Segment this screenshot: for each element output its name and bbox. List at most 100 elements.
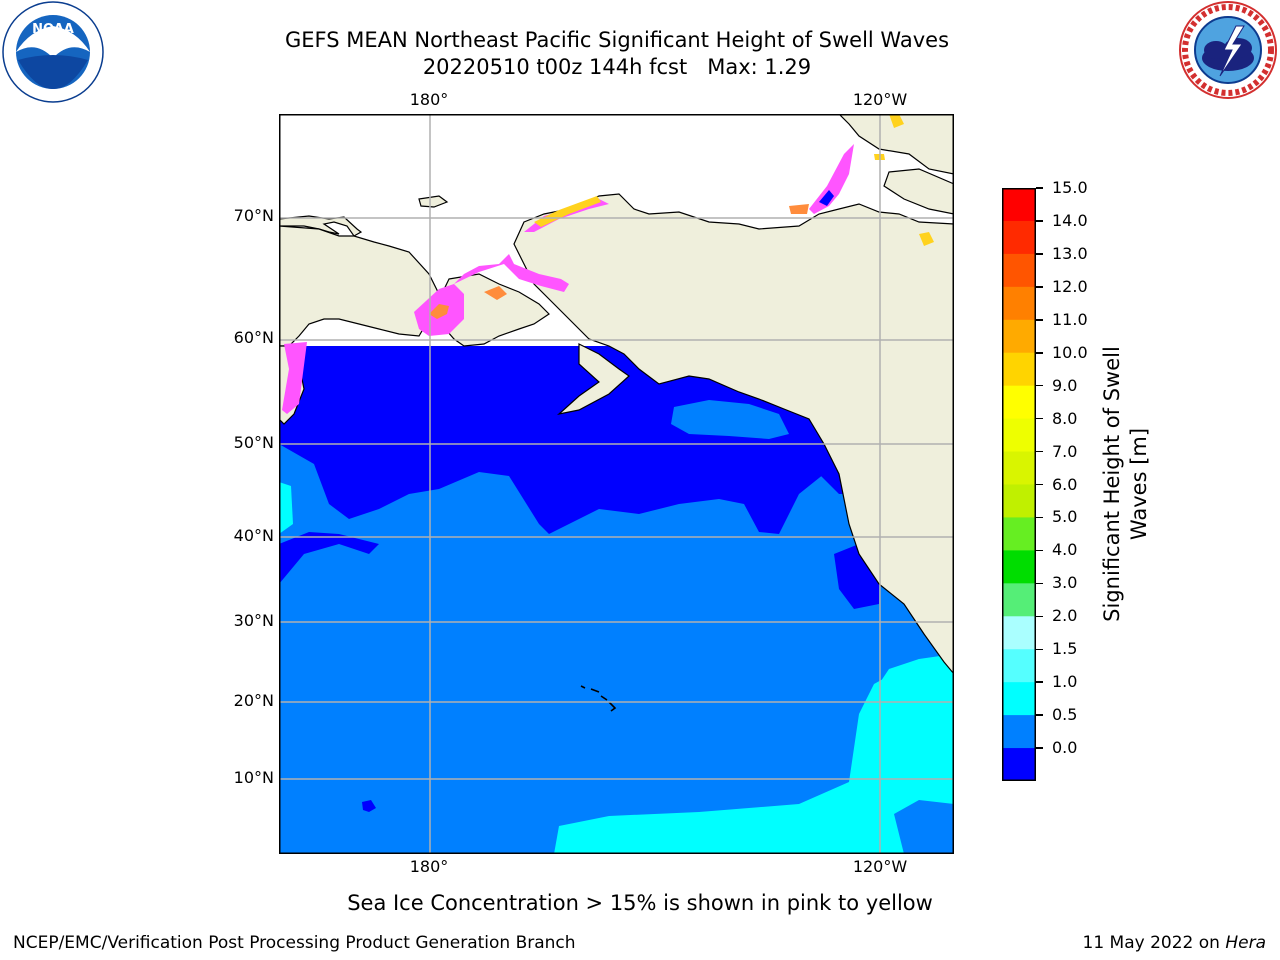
colorbar-tick-label: 13.0 [1052, 243, 1088, 263]
colorbar-tick-label: 1.0 [1052, 672, 1078, 692]
colorbar-tick-mark [1036, 417, 1043, 420]
colorbar-tick-mark [1036, 384, 1043, 387]
sea-ice-bering [454, 254, 569, 292]
top-lon-label-180: 180° [409, 90, 449, 109]
colorbar-tick-mark [1036, 714, 1043, 716]
land-alaska-peninsula [556, 343, 630, 416]
ocean-swell-1.0-1.5-east [874, 659, 954, 804]
colorbar-tick-label: 10.0 [1052, 342, 1088, 362]
colorbar-tick-mark [1036, 582, 1043, 585]
colorbar-tick-label: 0.0 [1052, 738, 1078, 758]
colorbar-band-16 [1002, 715, 1036, 749]
land-wrangel-island [418, 195, 449, 208]
land-victoria-island [883, 168, 954, 215]
colorbar-band-11 [1002, 550, 1036, 584]
lat-label-40n: 40°N [233, 526, 274, 545]
colorbar-tick-mark [1036, 516, 1043, 519]
colorbar-tick-label: 9.0 [1052, 375, 1078, 395]
colorbar-band-6 [1002, 385, 1036, 420]
colorbar-band-5 [1002, 352, 1036, 387]
colorbar-band-12 [1002, 583, 1036, 617]
colorbar-tick-mark [1036, 319, 1043, 321]
colorbar-tick-mark [1036, 549, 1043, 552]
ocean-swell-0.0-0.5-sw-speck [362, 800, 376, 812]
colorbar-tick-mark [1036, 352, 1043, 354]
footer-credit: NCEP/EMC/Verification Post Processing Pr… [13, 933, 576, 953]
sea-ice-chukchi-edge [534, 196, 601, 227]
colorbar-band-0 [1002, 188, 1036, 222]
colorbar-tick-label: 7.0 [1052, 441, 1078, 461]
ocean-swell-0.0-0.5-west-edge [279, 532, 379, 584]
colorbar-band-4 [1002, 319, 1036, 354]
colorbar-tick-mark [1036, 450, 1043, 453]
ocean-swell-0.5-1.0-gulf-patch [671, 400, 789, 439]
noaa-logo-text: NOAA [32, 22, 74, 37]
sea-ice-bering-orange [429, 304, 449, 319]
map-frame [279, 114, 954, 854]
footer-date-text: 11 May 2022 on [1082, 933, 1226, 953]
colorbar-tick-label: 4.0 [1052, 540, 1078, 560]
colorbar-tick-mark [1036, 615, 1043, 617]
colorbar-band-3 [1002, 286, 1036, 321]
colorbar-tick-label: 8.0 [1052, 408, 1078, 428]
colorbar-tick-label: 11.0 [1052, 309, 1088, 329]
colorbar-tick-mark [1036, 681, 1043, 683]
colorbar-band-13 [1002, 616, 1036, 650]
bottom-lon-label-120w: 120°W [852, 857, 908, 876]
colorbar-band-1 [1002, 220, 1036, 255]
chart-subtitle: 20220510 t00z 144h fcst Max: 1.29 [422, 55, 812, 79]
ocean-swell-0.5-1.0-east-patch [894, 800, 954, 854]
lat-label-30n: 30°N [233, 611, 274, 630]
sea-ice-beaufort-orange [789, 204, 809, 214]
colorbar-tick-label: 15.0 [1052, 178, 1088, 197]
colorbar-band-17 [1002, 748, 1036, 781]
nws-logo [1179, 1, 1277, 99]
colorbar-frame [1002, 188, 1036, 781]
colorbar-tick-mark [1036, 286, 1043, 288]
sea-ice-layer [282, 114, 934, 414]
colorbar-band-10 [1002, 517, 1036, 551]
lat-label-10n: 10°N [233, 768, 274, 787]
colorbar-tick-label: 14.0 [1052, 210, 1088, 230]
colorbar-band-14 [1002, 649, 1036, 683]
noaa-logo: NOAA [2, 1, 104, 103]
colorbar-tick-mark [1036, 187, 1043, 189]
colorbar-tick-label: 2.0 [1052, 606, 1078, 626]
colorbar-tick-label: 6.0 [1052, 474, 1078, 494]
ocean-swell-1.0-1.5-south [554, 654, 954, 854]
colorbar-band-7 [1002, 418, 1036, 453]
lat-label-60n: 60°N [233, 328, 274, 347]
sea-ice-beaufort [809, 144, 854, 214]
sea-ice-archipelago-yellow [874, 114, 934, 246]
colorbar-tick-label: 5.0 [1052, 507, 1078, 527]
sea-ice-beaufort-core [819, 190, 834, 206]
colorbar-tick-mark [1036, 220, 1043, 222]
footer-date: 11 May 2022 on Hera [1083, 933, 1267, 953]
land-canadian-archipelago [838, 114, 954, 175]
colorbar-tick-label: 12.0 [1052, 276, 1088, 296]
chart-title: GEFS MEAN Northeast Pacific Significant … [284, 28, 950, 52]
lat-label-20n: 20°N [233, 691, 274, 710]
colorbar-tick-label: 0.5 [1052, 705, 1078, 725]
colorbar-tick-mark [1036, 483, 1043, 486]
colorbar-tick-label: 3.0 [1052, 573, 1078, 593]
bottom-lon-label-180: 180° [409, 857, 449, 876]
lat-label-70n: 70°N [233, 206, 274, 225]
colorbar-tick-mark [1036, 648, 1043, 650]
land-hawaii [580, 685, 617, 712]
colorbar-band-2 [1002, 253, 1036, 288]
graticule [279, 114, 954, 854]
colorbar-band-15 [1002, 682, 1036, 716]
colorbar [1002, 188, 1036, 781]
colorbar-tick-label: 1.5 [1052, 639, 1078, 659]
sea-ice-bering-orange-2 [484, 286, 507, 300]
footer-host: Hera [1225, 933, 1266, 953]
colorbar-tick-mark [1036, 747, 1043, 749]
colorbar-tick-mark [1036, 253, 1043, 255]
ocean-swell-1.0-1.5-west [279, 482, 293, 534]
colorbar-band-9 [1002, 484, 1036, 518]
lat-label-50n: 50°N [233, 433, 274, 452]
sea-ice-kamchatka-edge [282, 342, 307, 414]
sea-ice-note: Sea Ice Concentration > 15% is shown in … [347, 891, 933, 915]
colorbar-label: Significant Height of Swell Waves [m] [1100, 346, 1151, 622]
